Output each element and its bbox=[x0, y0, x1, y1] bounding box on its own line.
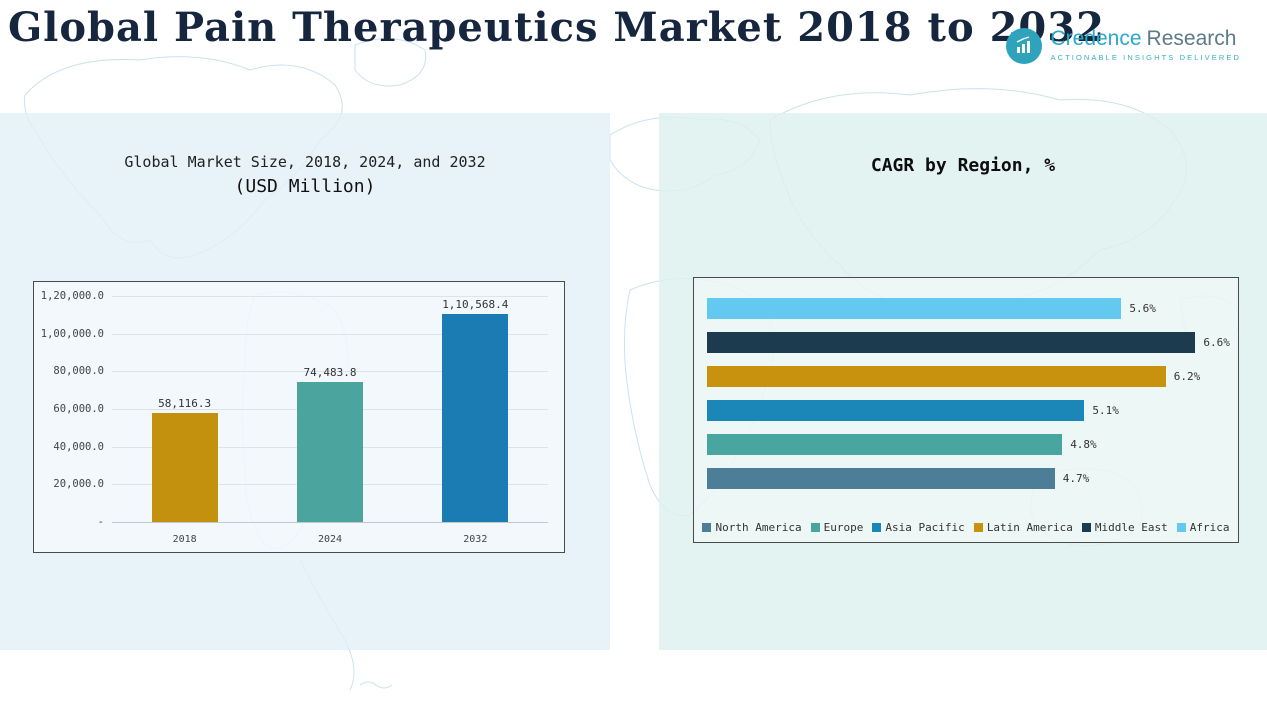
market-plot: 1,20,000.0 1,00,000.0 80,000.0 60,000.0 40,0… bbox=[41, 290, 548, 528]
cagr-chart: 5.6% 6.6% 6.2% 5.1% 4.8% 4.7% North America Eu… bbox=[693, 277, 1239, 543]
x-tick-label: 2032 bbox=[463, 534, 488, 545]
brand-text: Credence Research Actionable Insights Del… bbox=[1050, 28, 1241, 63]
market-chart-subtitle: (USD Million) bbox=[234, 176, 376, 197]
bar-2032 bbox=[442, 313, 509, 522]
gridline bbox=[112, 522, 548, 523]
legend-item-north-america: North America bbox=[702, 521, 802, 534]
legend-item-latin-america: Latin America bbox=[973, 521, 1073, 534]
bar-column-2018: 58,116.3 bbox=[135, 296, 235, 522]
bar-2018 bbox=[151, 412, 218, 522]
y-tick-label: 80,000.0 bbox=[53, 365, 104, 378]
legend-label: Africa bbox=[1189, 521, 1230, 534]
cagr-row-latin-america: 6.2% bbox=[707, 366, 1225, 387]
legend-swatch bbox=[702, 523, 712, 532]
x-tick-label: 2024 bbox=[317, 534, 343, 545]
cagr-legend: North America Europe Asia Pacific Latin Ame… bbox=[694, 521, 1238, 534]
market-size-panel: Global Market Size, 2018, 2024, and 2032… bbox=[0, 113, 610, 650]
cagr-bar-middle-east bbox=[707, 332, 1196, 353]
cagr-bar-europe bbox=[707, 434, 1063, 455]
cagr-row-north-america: 4.7% bbox=[707, 468, 1225, 489]
bar-value-label: 1,10,568.4 bbox=[442, 297, 509, 311]
market-x-axis: 2018 2024 2032 bbox=[112, 534, 548, 545]
legend-label: Middle East bbox=[1094, 521, 1168, 534]
bar-2024 bbox=[296, 381, 363, 522]
legend-swatch bbox=[810, 523, 820, 532]
bar-value-label: 58,116.3 bbox=[158, 396, 212, 410]
gridline bbox=[112, 371, 548, 373]
legend-swatch bbox=[973, 523, 983, 532]
cagr-panel: CAGR by Region, % 5.6% 6.6% 6.2% 5.1% 4.8% 4.… bbox=[659, 113, 1267, 650]
brand-name: Credence Research bbox=[1050, 28, 1241, 50]
y-tick-label: 1,20,000.0 bbox=[40, 290, 104, 302]
cagr-value-label: 6.2% bbox=[1173, 370, 1201, 383]
legend-label: Asia Pacific bbox=[885, 521, 965, 534]
brand-logo: Credence Research Actionable Insights Del… bbox=[1006, 28, 1241, 64]
cagr-value-label: 4.7% bbox=[1062, 472, 1090, 485]
market-size-chart: 1,20,000.0 1,00,000.0 80,000.0 60,000.0 40,0… bbox=[33, 281, 565, 553]
cagr-bar-latin-america bbox=[707, 366, 1166, 387]
bar-column-2024: 74,483.8 bbox=[280, 296, 380, 522]
cagr-bars: 5.6% 6.6% 6.2% 5.1% 4.8% 4.7% bbox=[707, 298, 1230, 502]
cagr-bar-asia-pacific bbox=[707, 400, 1085, 421]
legend-item-middle-east: Middle East bbox=[1081, 521, 1168, 534]
x-tick-label: 2018 bbox=[172, 534, 197, 545]
y-tick-label: 20,000.0 bbox=[53, 478, 104, 491]
legend-swatch bbox=[1081, 523, 1091, 532]
cagr-value-label: 6.6% bbox=[1203, 336, 1230, 349]
cagr-row-africa: 5.6% bbox=[707, 298, 1225, 319]
cagr-bar-africa bbox=[707, 298, 1122, 319]
cagr-row-middle-east: 6.6% bbox=[707, 332, 1230, 353]
legend-item-asia-pacific: Asia Pacific bbox=[872, 521, 965, 534]
bar-column-2032: 1,10,568.4 bbox=[425, 296, 525, 522]
legend-item-europe: Europe bbox=[810, 521, 864, 534]
brand-name-secondary: Research bbox=[1146, 27, 1237, 50]
legend-label: North America bbox=[715, 521, 802, 534]
cagr-row-europe: 4.8% bbox=[707, 434, 1225, 455]
page-title: Global Pain Therapeutics Market 2018 to … bbox=[8, 4, 1105, 51]
cagr-bar-north-america bbox=[707, 468, 1055, 489]
brand-tagline: Actionable Insights Delivered bbox=[1050, 53, 1241, 62]
y-tick-label: - bbox=[97, 516, 104, 528]
cagr-value-label: 4.8% bbox=[1070, 438, 1097, 451]
gridline bbox=[112, 296, 548, 297]
cagr-value-label: 5.1% bbox=[1092, 404, 1119, 417]
cagr-chart-title: CAGR by Region, % bbox=[870, 155, 1056, 176]
legend-swatch bbox=[872, 523, 882, 532]
cagr-row-asia-pacific: 5.1% bbox=[707, 400, 1225, 421]
y-tick-label: 1,00,000.0 bbox=[40, 327, 104, 340]
cagr-value-label: 5.6% bbox=[1129, 302, 1156, 315]
bar-value-label: 74,483.8 bbox=[303, 365, 357, 379]
y-tick-label: 60,000.0 bbox=[53, 403, 104, 415]
legend-item-africa: Africa bbox=[1176, 521, 1230, 534]
market-bars: 58,116.3 74,483.8 1,10,568.4 bbox=[112, 296, 548, 522]
legend-label: Latin America bbox=[986, 521, 1073, 534]
gridline bbox=[112, 333, 548, 335]
bar-chart-icon bbox=[1006, 28, 1043, 64]
brand-name-primary: Credence bbox=[1050, 27, 1142, 50]
market-chart-title: Global Market Size, 2018, 2024, and 2032 bbox=[124, 153, 486, 171]
y-tick-label: 40,000.0 bbox=[53, 440, 104, 453]
legend-swatch bbox=[1176, 523, 1186, 532]
legend-label: Europe bbox=[823, 521, 864, 534]
